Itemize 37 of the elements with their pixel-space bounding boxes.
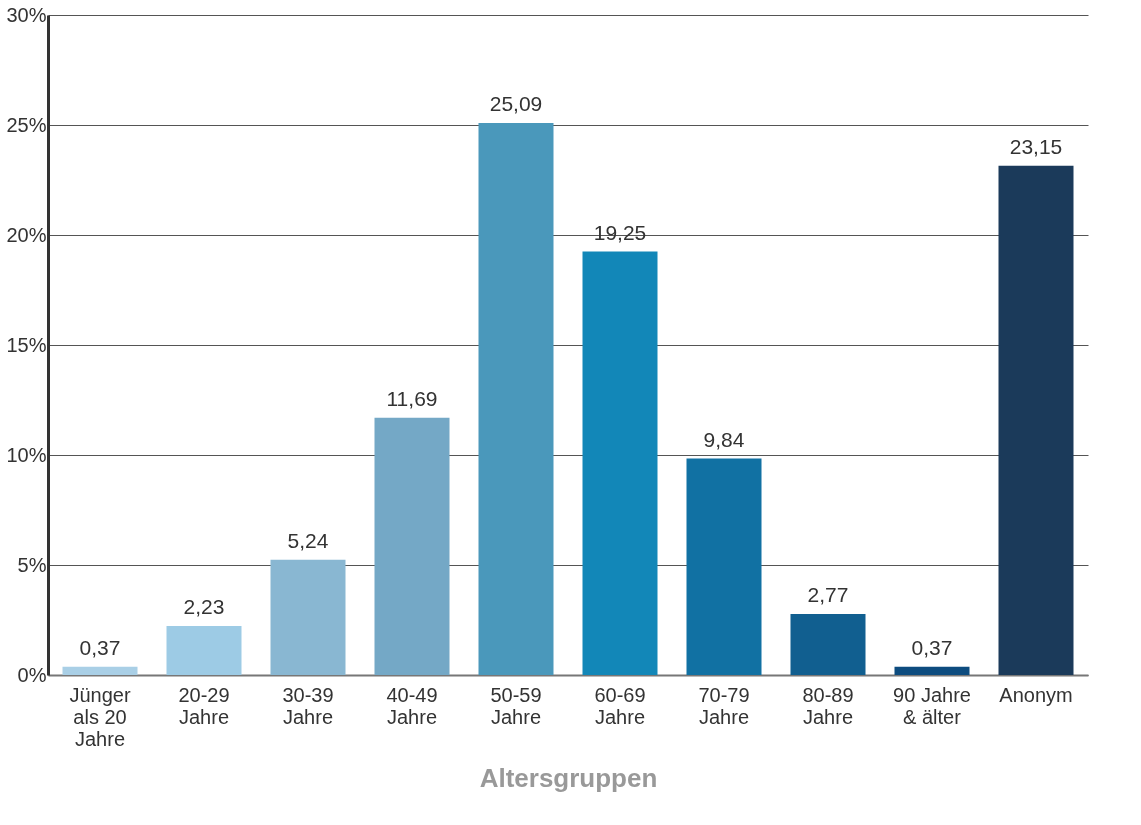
x-tick-label: 40-49 Jahre xyxy=(386,683,438,728)
data-label: 9,84 xyxy=(703,427,745,451)
x-tick-label: 90 Jahre & älter xyxy=(893,683,971,728)
bar xyxy=(374,417,450,675)
y-tick-label: 15% xyxy=(6,333,47,356)
x-tick-label: 20-29 Jahre xyxy=(178,683,230,728)
data-label: 2,23 xyxy=(183,594,225,618)
data-label: 23,15 xyxy=(1009,134,1063,158)
x-tick-label: 60-69 Jahre xyxy=(594,683,646,728)
x-tick-label: 30-39 Jahre xyxy=(282,683,334,728)
bar xyxy=(998,165,1074,675)
bar xyxy=(790,614,866,675)
bar xyxy=(894,666,970,675)
bar xyxy=(686,458,762,675)
y-tick-label: 30% xyxy=(6,3,47,26)
data-label: 25,09 xyxy=(489,92,543,116)
data-label: 0,37 xyxy=(79,635,121,659)
x-axis-title: Altersgruppen xyxy=(479,762,658,793)
y-tick-label: 0% xyxy=(17,663,47,686)
data-label: 2,77 xyxy=(807,583,849,607)
data-label: 0,37 xyxy=(911,635,953,659)
bar xyxy=(582,251,658,675)
bar xyxy=(62,666,138,675)
x-tick-label: 50-59 Jahre xyxy=(490,683,542,728)
x-tick-label: 80-89 Jahre xyxy=(802,683,854,728)
x-tick-label: 70-79 Jahre xyxy=(698,683,750,728)
y-tick-label: 25% xyxy=(6,113,47,136)
bar xyxy=(478,123,554,675)
x-tick-label: Jünger als 20 Jahre xyxy=(69,683,131,750)
y-tick-label: 20% xyxy=(6,223,47,246)
data-label: 5,24 xyxy=(287,528,329,552)
y-tick-label: 10% xyxy=(6,443,47,466)
x-tick-label: Anonym xyxy=(999,683,1073,706)
y-tick-label: 5% xyxy=(17,553,47,576)
bar xyxy=(270,559,346,675)
data-label: 11,69 xyxy=(386,386,438,410)
bar xyxy=(166,625,242,675)
